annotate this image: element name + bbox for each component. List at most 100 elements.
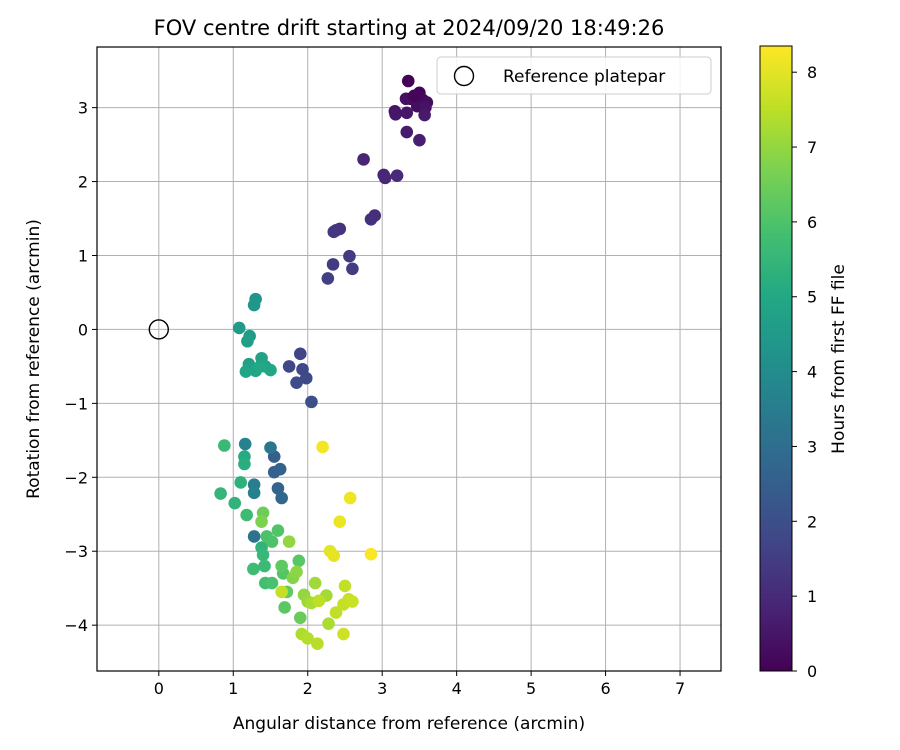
data-point xyxy=(258,559,271,573)
data-point xyxy=(241,334,254,348)
data-point xyxy=(378,171,392,185)
data-point xyxy=(278,601,291,614)
data-point xyxy=(282,535,296,548)
data-point xyxy=(290,376,303,389)
legend-label: Reference platepar xyxy=(503,67,665,87)
data-point xyxy=(299,371,313,385)
data-point xyxy=(275,491,288,505)
x-tick-label: 3 xyxy=(377,679,387,698)
data-point xyxy=(338,579,352,593)
data-point xyxy=(390,169,404,182)
data-point xyxy=(418,108,431,122)
legend: Reference platepar xyxy=(436,56,712,95)
data-point xyxy=(264,441,277,455)
data-point xyxy=(326,258,340,271)
x-tick-label: 1 xyxy=(228,679,238,698)
data-point xyxy=(214,487,227,500)
x-tick-label: 4 xyxy=(452,679,462,698)
colorbar-tick-label: 5 xyxy=(807,288,817,307)
y-tick-label: −2 xyxy=(64,468,88,487)
y-tick-label: −1 xyxy=(64,394,88,413)
data-point xyxy=(357,153,370,166)
reference-marker-group xyxy=(148,319,170,340)
colorbar-tick-label: 4 xyxy=(807,363,817,382)
plot-area-frame xyxy=(96,46,722,672)
data-point xyxy=(232,321,246,335)
data-point xyxy=(239,365,253,378)
data-point xyxy=(337,627,350,641)
data-point xyxy=(256,548,270,562)
data-point xyxy=(327,225,341,239)
data-point xyxy=(265,576,279,590)
data-point xyxy=(316,440,329,454)
data-point xyxy=(333,515,347,528)
x-tick-label: 7 xyxy=(675,679,685,698)
data-point xyxy=(264,363,277,377)
data-point xyxy=(312,594,326,608)
data-point xyxy=(247,562,260,576)
data-point xyxy=(292,554,306,568)
data-point xyxy=(240,508,253,522)
data-point xyxy=(364,212,378,226)
data-point xyxy=(305,395,318,409)
grid-lines xyxy=(97,47,721,671)
data-point xyxy=(247,530,261,543)
data-point xyxy=(400,106,414,120)
colorbar-tick-label: 0 xyxy=(807,662,817,681)
data-point xyxy=(389,107,402,121)
data-point xyxy=(255,515,268,528)
data-point xyxy=(247,486,261,500)
y-axis-label: Rotation from reference (arcmin) xyxy=(24,219,44,499)
data-point xyxy=(364,547,378,561)
y-axis-ticks: −4 −3 −2 −1 0 1 2 3 xyxy=(64,99,97,635)
data-point xyxy=(265,535,279,548)
data-point xyxy=(273,462,287,476)
data-point xyxy=(234,476,248,489)
colorbar-tick-label: 7 xyxy=(807,138,817,157)
data-point xyxy=(401,74,415,88)
colorbar-tick-label: 3 xyxy=(807,437,817,456)
colorbar-tick-label: 2 xyxy=(807,512,817,531)
data-point xyxy=(228,496,242,510)
data-point xyxy=(400,125,414,139)
data-point xyxy=(247,298,261,312)
data-point xyxy=(253,360,267,373)
data-point xyxy=(327,549,341,562)
colorbar-label: Hours from first FF file xyxy=(829,264,849,454)
x-tick-label: 6 xyxy=(600,679,610,698)
data-point xyxy=(238,457,251,471)
y-tick-label: 0 xyxy=(78,320,88,339)
data-point xyxy=(322,617,335,630)
data-point xyxy=(301,632,315,645)
colorbar-ticks: 0 1 2 3 4 5 6 7 8 xyxy=(792,63,817,681)
colorbar-tick-label: 1 xyxy=(807,587,817,606)
data-point xyxy=(290,565,303,579)
x-axis-label: Angular distance from reference (arcmin) xyxy=(233,714,585,734)
data-point xyxy=(407,89,421,103)
data-point xyxy=(275,559,288,573)
data-point xyxy=(218,439,231,452)
data-point xyxy=(413,133,426,147)
x-tick-label: 2 xyxy=(303,679,313,698)
x-tick-label: 5 xyxy=(526,679,536,698)
data-point xyxy=(346,595,359,608)
data-point xyxy=(275,585,288,599)
data-point xyxy=(346,262,359,276)
data-point xyxy=(321,272,335,285)
data-point xyxy=(282,360,296,373)
data-point xyxy=(293,347,307,361)
data-point xyxy=(271,524,285,537)
data-point xyxy=(329,606,343,619)
y-tick-label: 3 xyxy=(78,99,88,118)
data-point xyxy=(238,437,252,451)
legend-reference-marker xyxy=(453,65,475,87)
y-tick-label: 1 xyxy=(78,246,88,265)
colorbar-tick-label: 6 xyxy=(807,213,817,232)
data-point xyxy=(293,611,307,625)
colorbar xyxy=(759,45,793,672)
y-tick-label: −3 xyxy=(64,542,88,561)
legend-box xyxy=(436,56,712,95)
chart-title: FOV centre drift starting at 2024/09/20 … xyxy=(154,16,665,40)
data-point xyxy=(311,637,324,650)
